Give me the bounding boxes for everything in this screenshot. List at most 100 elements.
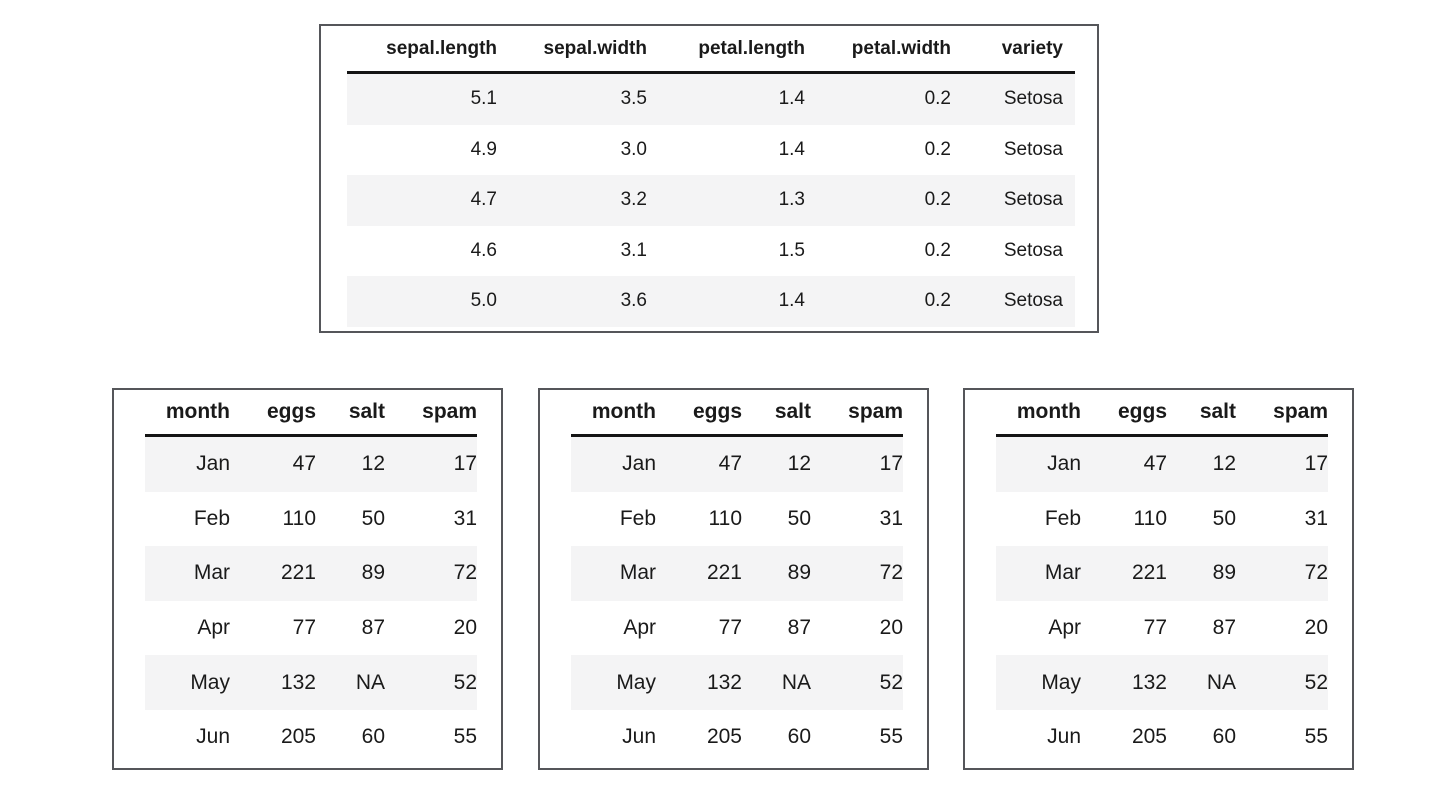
column-header: spam xyxy=(385,390,477,437)
column-header: salt xyxy=(316,390,385,437)
table-cell: 3.6 xyxy=(620,290,647,312)
table-cell: 52 xyxy=(879,670,903,694)
table-cell: 4.7 xyxy=(470,189,497,211)
table-cell: Setosa xyxy=(1003,239,1063,261)
table-cell: 47 xyxy=(1143,452,1167,476)
table-cell: 12 xyxy=(787,452,811,476)
table-cell: May xyxy=(616,670,656,694)
table-cell: Mar xyxy=(1044,561,1081,585)
column-header: salt xyxy=(1167,390,1236,437)
table-cell: 20 xyxy=(453,616,477,640)
table-cell: 12 xyxy=(361,452,385,476)
table-row: 5.1 3.5 1.4 0.2 Setosa xyxy=(347,72,1075,125)
table-cell: 0.2 xyxy=(924,88,951,110)
table-cell: 1.3 xyxy=(778,189,805,211)
column-header: petal.width xyxy=(805,26,951,74)
table-cell: 0.2 xyxy=(924,189,951,211)
column-header: spam xyxy=(811,390,903,437)
table-cell: 17 xyxy=(453,452,477,476)
table-cell: Jan xyxy=(196,452,230,476)
table-row: May 132 NA 52 xyxy=(996,655,1328,710)
table-cell: 55 xyxy=(1304,725,1328,749)
table-cell: 52 xyxy=(453,670,477,694)
table-cell: Jun xyxy=(622,725,656,749)
table-row: 4.6 3.1 1.5 0.2 Setosa xyxy=(347,226,1075,277)
table-cell: 12 xyxy=(1212,452,1236,476)
column-header: sepal.width xyxy=(497,26,647,74)
table-cell: 50 xyxy=(787,506,811,530)
table-cell: 5.0 xyxy=(470,290,497,312)
table-cell: 52 xyxy=(1304,670,1328,694)
table-cell: 221 xyxy=(280,561,316,585)
table-cell: 1.4 xyxy=(778,138,805,160)
table-cell: 77 xyxy=(292,616,316,640)
column-header: salt xyxy=(742,390,811,437)
table-row: Jan 47 12 17 xyxy=(996,435,1328,492)
table-cell: 20 xyxy=(879,616,903,640)
table-cell: Jan xyxy=(1047,452,1081,476)
table-cell: NA xyxy=(1206,670,1236,694)
table-cell: 72 xyxy=(879,561,903,585)
table-cell: 17 xyxy=(1304,452,1328,476)
table-cell: 1.4 xyxy=(778,88,805,110)
table-cell: 110 xyxy=(708,506,742,530)
table-cell: Setosa xyxy=(1003,189,1063,211)
table-cell: Jan xyxy=(622,452,656,476)
table-cell: 72 xyxy=(1304,561,1328,585)
table-cell: 3.1 xyxy=(620,239,647,261)
table-cell: 89 xyxy=(787,561,811,585)
table-row: Apr 77 87 20 xyxy=(571,601,903,656)
table-cell: 110 xyxy=(282,506,316,530)
column-header: sepal.length xyxy=(347,26,497,74)
table-cell: 0.2 xyxy=(924,290,951,312)
table-cell: 205 xyxy=(1131,725,1167,749)
table-cell: Feb xyxy=(1044,506,1081,530)
table-cell: 3.5 xyxy=(620,88,647,110)
table-cell: Setosa xyxy=(1003,88,1063,110)
month-table-3: month eggs salt spam Jan 47 12 17 Feb 110 50 31 Mar 2… xyxy=(996,390,1328,765)
column-header: variety xyxy=(951,26,1075,74)
table-cell: May xyxy=(1041,670,1081,694)
table-cell: 221 xyxy=(706,561,742,585)
table-cell: Apr xyxy=(623,616,656,640)
table-row: Jan 47 12 17 xyxy=(571,435,903,492)
table-cell: 0.2 xyxy=(924,239,951,261)
table-cell: 87 xyxy=(1212,616,1236,640)
table-row: Mar 221 89 72 xyxy=(996,546,1328,601)
table-row: 5.0 3.6 1.4 0.2 Setosa xyxy=(347,276,1075,327)
table-cell: 50 xyxy=(361,506,385,530)
table-cell: Mar xyxy=(193,561,230,585)
table-row: 4.9 3.0 1.4 0.2 Setosa xyxy=(347,125,1075,176)
table-cell: 47 xyxy=(292,452,316,476)
table-cell: NA xyxy=(355,670,385,694)
table-cell: 89 xyxy=(1212,561,1236,585)
column-header: eggs xyxy=(1081,390,1167,437)
table-cell: 77 xyxy=(718,616,742,640)
table-row: Jan 47 12 17 xyxy=(145,435,477,492)
table-cell: 60 xyxy=(361,725,385,749)
table-cell: Jun xyxy=(1047,725,1081,749)
table-cell: 1.4 xyxy=(778,290,805,312)
month-table-box-2: month eggs salt spam Jan 47 12 17 Feb 110 50 31 Mar 2… xyxy=(538,388,929,770)
table-cell: 77 xyxy=(1143,616,1167,640)
iris-table-box: sepal.length sepal.width petal.length petal… xyxy=(319,24,1099,333)
table-row: Jun 205 60 55 xyxy=(996,710,1328,765)
table-cell: 87 xyxy=(361,616,385,640)
table-cell: 31 xyxy=(879,506,903,530)
table-row: Jun 205 60 55 xyxy=(571,710,903,765)
table-cell: 4.9 xyxy=(470,138,497,160)
header-row: month eggs salt spam xyxy=(571,390,903,437)
month-table-1: month eggs salt spam Jan 47 12 17 Feb 110 50 31 Mar 2… xyxy=(145,390,477,765)
column-header: spam xyxy=(1236,390,1328,437)
table-cell: 5.1 xyxy=(470,88,497,110)
table-cell: 132 xyxy=(1131,670,1167,694)
table-row: Feb 110 50 31 xyxy=(571,492,903,547)
table-cell: 31 xyxy=(1304,506,1328,530)
table-cell: 132 xyxy=(706,670,742,694)
header-row: month eggs salt spam xyxy=(996,390,1328,437)
table-row: May 132 NA 52 xyxy=(145,655,477,710)
column-header: month xyxy=(996,390,1081,437)
table-cell: May xyxy=(190,670,230,694)
table-cell: 55 xyxy=(453,725,477,749)
